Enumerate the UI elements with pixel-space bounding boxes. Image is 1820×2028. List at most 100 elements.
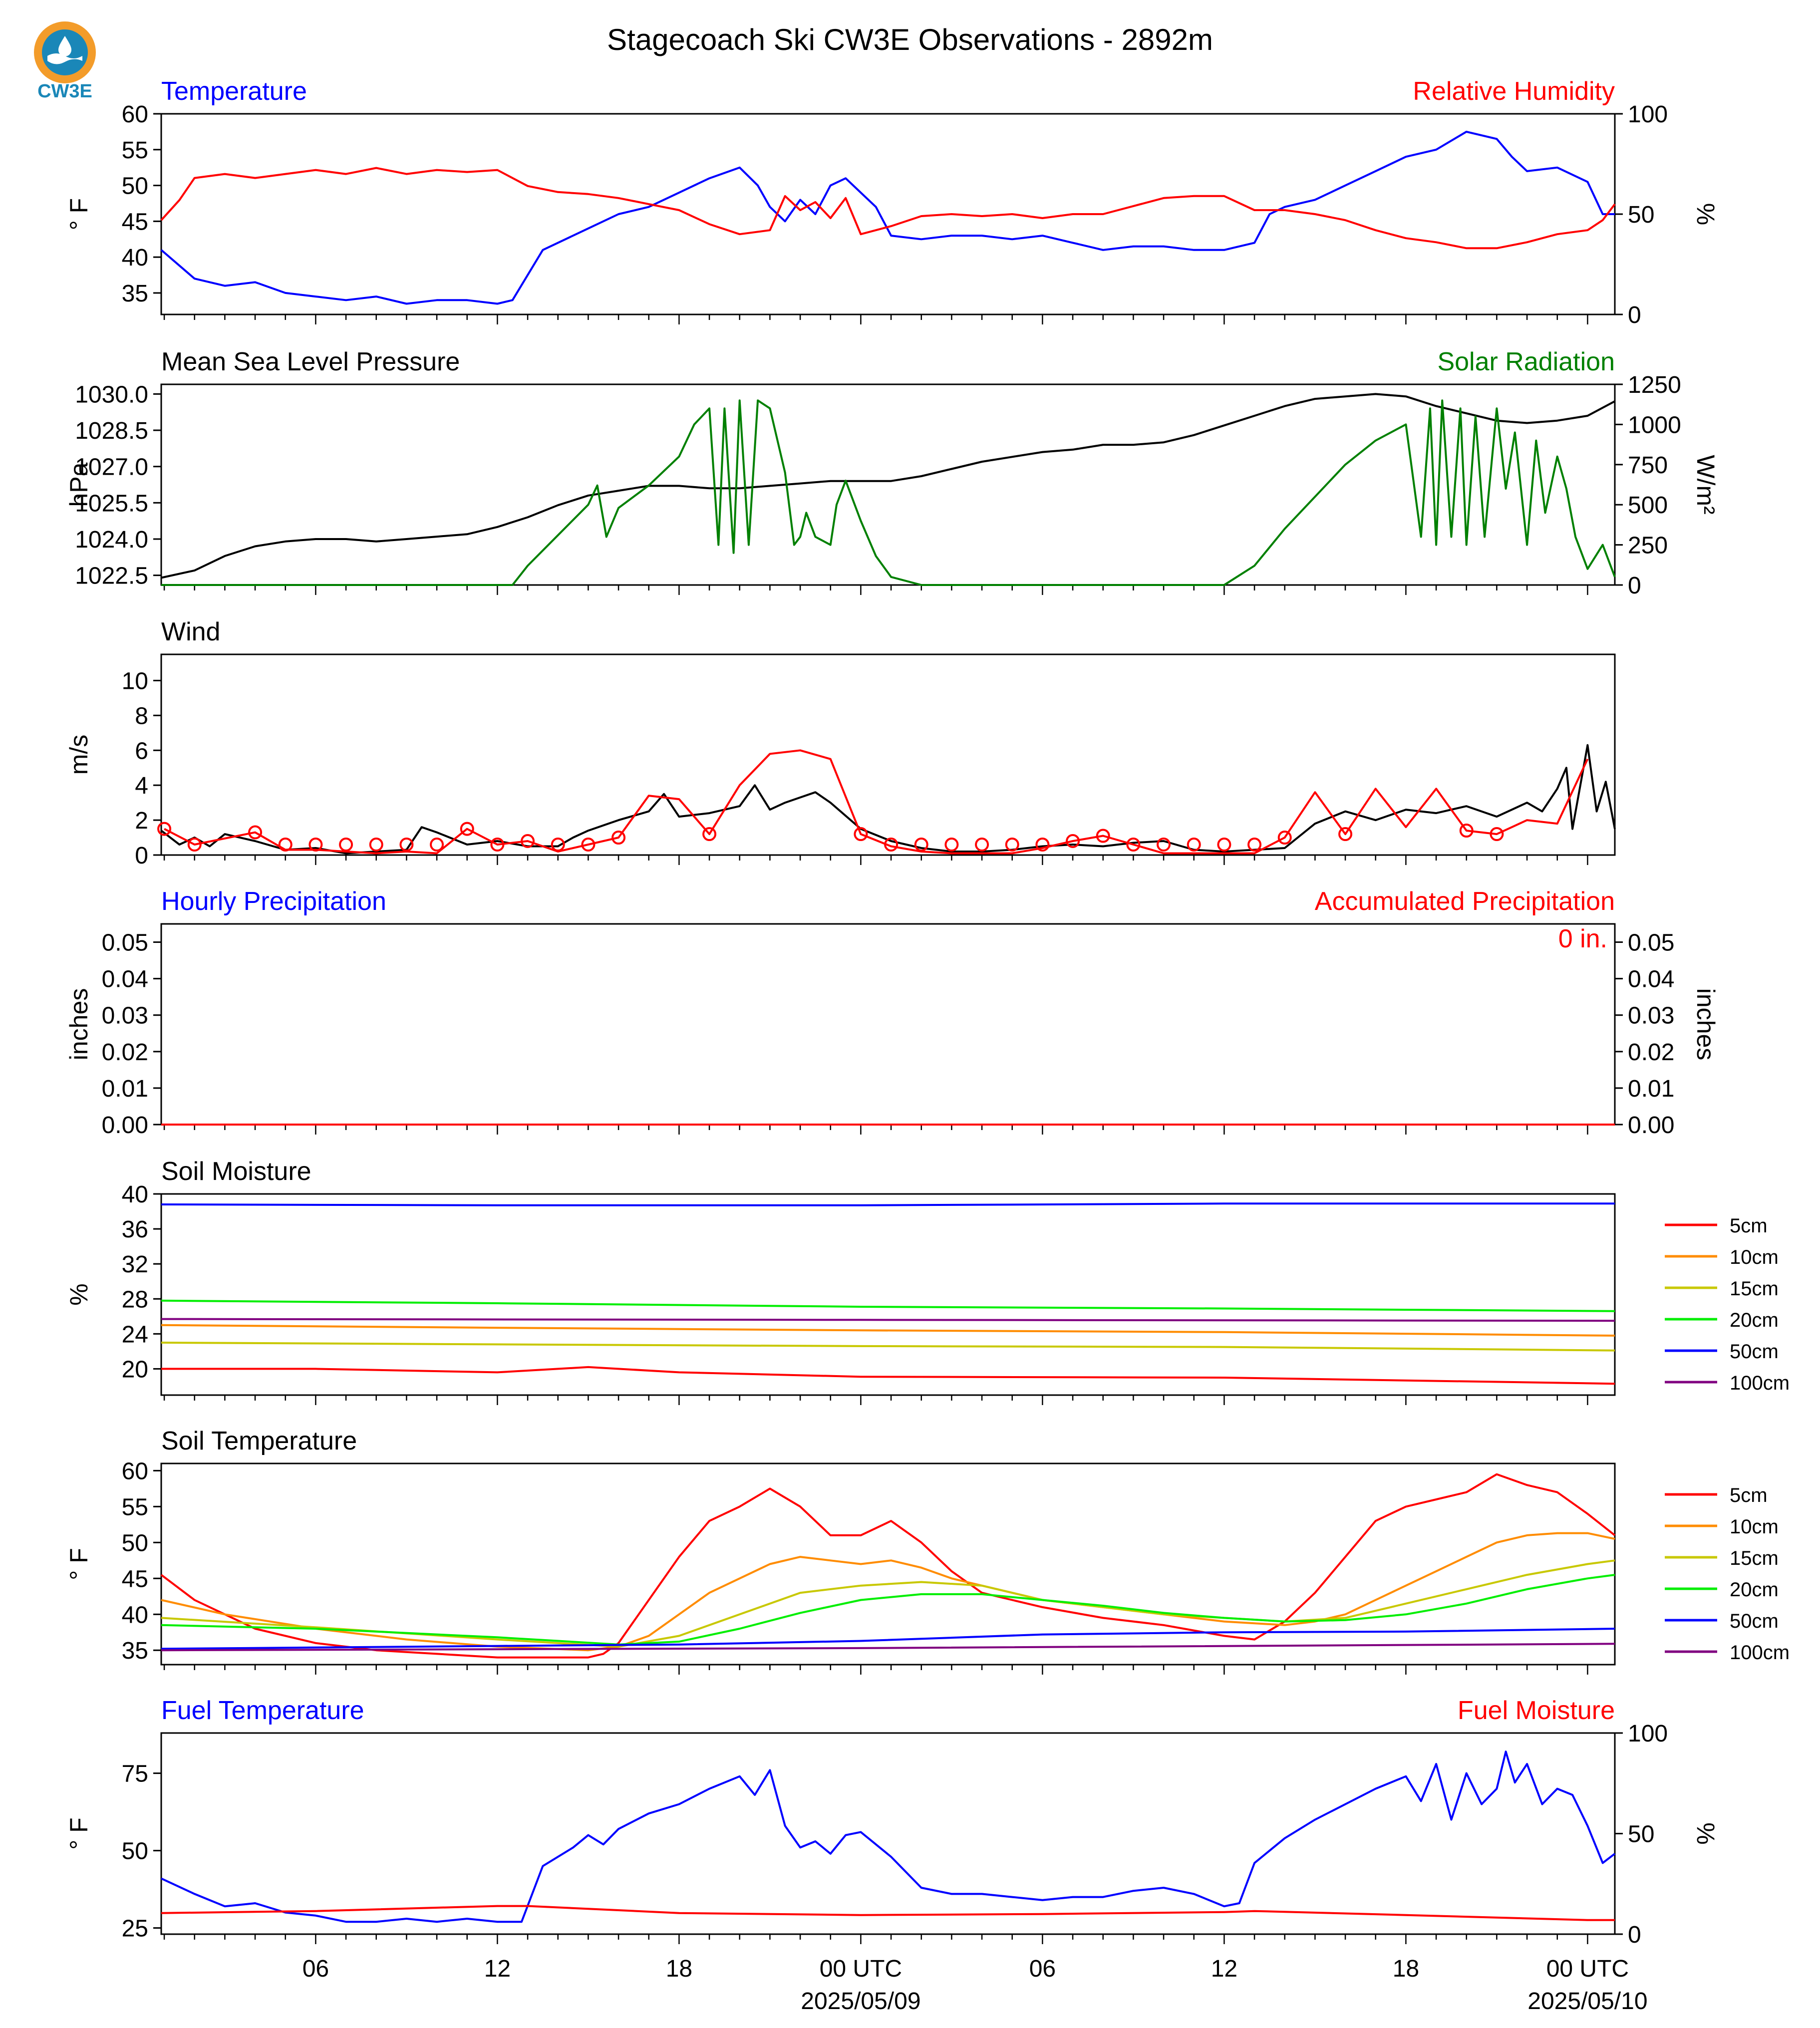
y2-axis-label: % <box>1692 1822 1720 1844</box>
legend-label-10cm: 10cm <box>1730 1516 1779 1538</box>
series-fuel-1 <box>161 1905 1615 1921</box>
y2-tick-label: 0.02 <box>1628 1039 1674 1066</box>
legend-label-20cm: 20cm <box>1730 1579 1779 1601</box>
y2-tick-label: 50 <box>1628 202 1654 228</box>
series-100cm <box>161 1318 1615 1322</box>
panel-precip: inches inches <box>65 923 1720 1135</box>
axes-frame <box>160 923 1616 1126</box>
series-temp_rh-1 <box>160 167 1616 250</box>
y-tick-label: 1027.0 <box>75 454 148 481</box>
axes-frame <box>160 1462 1616 1666</box>
series-wind-0 <box>160 744 1616 855</box>
panel-title-left: Soil Moisture <box>161 1157 311 1186</box>
calm-wind-marker <box>430 838 444 852</box>
y2-tick-label: 0.01 <box>1628 1076 1674 1102</box>
series-temp_rh-0 <box>160 130 1615 305</box>
calm-wind-marker <box>1217 838 1231 852</box>
y-axis-label: ° F <box>65 1817 93 1849</box>
y-tick-label: 0.03 <box>102 1003 148 1029</box>
x-tick-label: 00 UTC <box>820 1956 902 1982</box>
calm-wind-marker <box>248 825 263 840</box>
axes-frame <box>160 383 1616 586</box>
legend-label-5cm: 5cm <box>1730 1215 1768 1237</box>
y-tick-label: 1024.0 <box>75 527 148 553</box>
legend-label-50cm: 50cm <box>1730 1341 1779 1363</box>
legend-label-50cm: 50cm <box>1730 1610 1779 1632</box>
series-50cm <box>161 1202 1615 1206</box>
calm-wind-marker <box>551 838 565 852</box>
figure-title: Stagecoach Ski CW3E Observations - 2892m <box>607 23 1213 56</box>
calm-wind-marker <box>1005 838 1019 852</box>
calm-wind-marker <box>975 838 989 852</box>
y2-tick-label: 1250 <box>1628 372 1681 398</box>
accumulated-total-label: 0 in. <box>1558 924 1607 953</box>
y-tick-label: 1022.5 <box>75 563 148 589</box>
calm-wind-marker <box>278 838 293 852</box>
calm-wind-marker <box>702 827 717 842</box>
y-tick-label: 24 <box>122 1321 148 1348</box>
calm-wind-marker <box>308 838 323 852</box>
y-tick-label: 45 <box>122 209 148 235</box>
series-fuel-0 <box>161 1750 1616 1923</box>
calm-wind-marker <box>1187 838 1201 852</box>
calm-wind-marker <box>1247 838 1262 852</box>
y2-tick-label: 0 <box>1628 1922 1641 1948</box>
y2-tick-label: 500 <box>1628 492 1668 519</box>
cw3e-logo: CW3E <box>27 15 102 102</box>
series-20cm <box>161 1299 1615 1312</box>
calm-wind-marker <box>1490 827 1504 842</box>
series-pressure_solar-1 <box>161 399 1616 586</box>
y-tick-label: 50 <box>122 1530 148 1556</box>
y-tick-label: 60 <box>122 101 148 128</box>
x-tick-label: 18 <box>666 1956 692 1982</box>
calm-wind-marker <box>944 838 959 852</box>
panel-title-right: Solar Radiation <box>1437 347 1615 376</box>
y2-axis-label: % <box>1692 203 1720 225</box>
series-5cm <box>161 1366 1615 1385</box>
axes-frame <box>160 1732 1616 1935</box>
y2-tick-label: 50 <box>1628 1821 1654 1848</box>
legend-label-15cm: 15cm <box>1730 1547 1779 1569</box>
calm-wind-marker <box>581 838 596 852</box>
legend-label-100cm: 100cm <box>1730 1642 1790 1664</box>
y-axis-label: % <box>65 1283 93 1305</box>
calm-wind-marker <box>1157 838 1171 852</box>
y2-tick-label: 0 <box>1628 573 1641 599</box>
y-tick-label: 0.05 <box>102 930 148 956</box>
calm-wind-marker <box>1096 829 1110 843</box>
calm-wind-marker <box>460 822 474 836</box>
panel-title-right: Relative Humidity <box>1413 77 1615 106</box>
y-axis-label: m/s <box>65 735 93 775</box>
calm-wind-marker <box>1338 827 1353 842</box>
x-tick-label: 00 UTC <box>1546 1956 1629 1982</box>
y-tick-label: 50 <box>122 173 148 200</box>
y-tick-label: 1028.5 <box>75 418 148 444</box>
panel-title-right: Accumulated Precipitation <box>1315 887 1615 916</box>
calm-wind-marker <box>1035 838 1050 852</box>
x-date-label: 2025/05/10 <box>1527 1988 1647 2015</box>
y-tick-label: 35 <box>122 281 148 307</box>
y2-tick-label: 100 <box>1628 1721 1668 1747</box>
calm-wind-marker <box>854 827 868 842</box>
y-tick-label: 1025.5 <box>75 490 148 517</box>
panel-title-left: Soil Temperature <box>161 1427 357 1455</box>
y2-tick-label: 0.03 <box>1628 1003 1674 1029</box>
calm-wind-marker <box>1126 838 1141 852</box>
legend-label-20cm: 20cm <box>1730 1309 1779 1331</box>
series-50cm <box>161 1628 1615 1650</box>
y-tick-label: 1030.0 <box>75 381 148 408</box>
y2-tick-label: 0.00 <box>1628 1112 1674 1139</box>
x-date-label: 2025/05/09 <box>801 1988 920 2015</box>
calm-wind-marker <box>521 834 535 849</box>
y-tick-label: 8 <box>135 703 148 729</box>
y-tick-label: 36 <box>122 1216 148 1243</box>
y-axis-label: inches <box>65 988 93 1061</box>
y2-tick-label: 250 <box>1628 533 1668 559</box>
panel-title-right: Fuel Moisture <box>1458 1696 1615 1725</box>
y2-tick-label: 0.05 <box>1628 930 1674 956</box>
legend-label-5cm: 5cm <box>1730 1484 1768 1506</box>
panel-title-left: Temperature <box>161 77 307 106</box>
legend-label-15cm: 15cm <box>1730 1278 1779 1300</box>
y-tick-label: 6 <box>135 738 148 764</box>
panel-soil_moisture: % <box>65 1193 1717 1405</box>
